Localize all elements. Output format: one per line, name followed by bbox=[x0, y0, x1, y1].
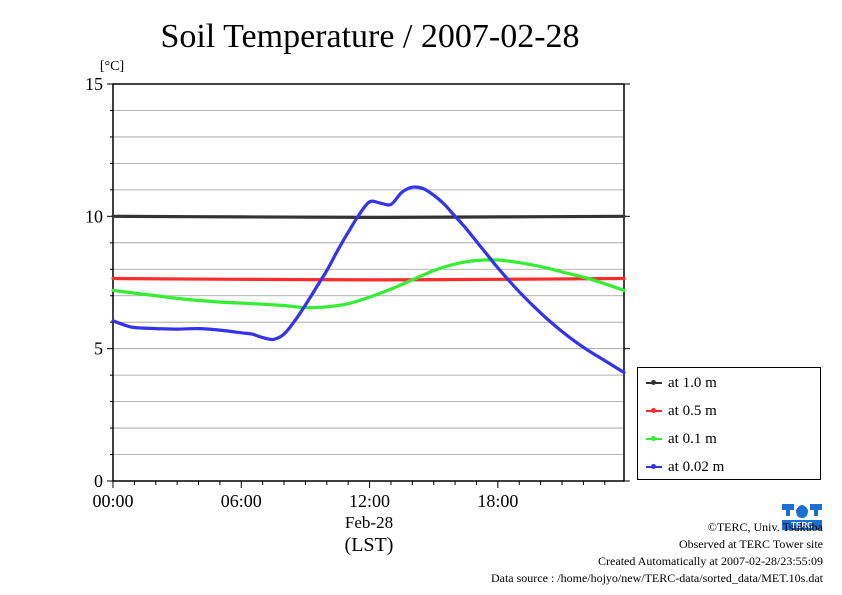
data-source-text: Data source : /home/hojyo/new/TERC-data/… bbox=[490, 571, 823, 585]
grid-lines bbox=[113, 110, 624, 455]
observed-site-text: Observed at TERC Tower site bbox=[678, 537, 823, 551]
series-line bbox=[111, 214, 626, 219]
legend-swatch-05m bbox=[646, 408, 662, 413]
series-lines bbox=[111, 185, 626, 375]
legend-item: at 0.1 m bbox=[646, 429, 717, 449]
created-timestamp-text: Created Automatically at 2007-02-28/23:5… bbox=[598, 554, 823, 568]
x-axis-date-label: Feb-28 bbox=[345, 513, 393, 532]
y-tick-label: 10 bbox=[85, 206, 103, 226]
legend-swatch-002m bbox=[646, 464, 662, 469]
chart-legend: at 1.0 m at 0.5 m at 0.1 m at 0.02 m bbox=[637, 367, 821, 480]
x-axis-title: (LST) bbox=[345, 534, 394, 556]
legend-label-01m: at 0.1 m bbox=[668, 430, 717, 447]
plot-frame bbox=[112, 83, 625, 482]
chart-credits: ©TERC, Univ. Tsukuba Observed at TERC To… bbox=[491, 519, 823, 587]
x-tick-label: 12:00 bbox=[349, 491, 390, 511]
terc-logo: TERC bbox=[780, 502, 824, 536]
series-line bbox=[111, 276, 626, 282]
copyright-text: ©TERC, Univ. Tsukuba bbox=[707, 520, 823, 534]
chart-title: Soil Temperature / 2007-02-28 bbox=[160, 18, 579, 55]
y-tick-label: 0 bbox=[94, 471, 103, 491]
legend-item: at 0.02 m bbox=[646, 457, 724, 477]
series-line bbox=[111, 258, 626, 310]
legend-label-1m: at 1.0 m bbox=[668, 374, 717, 391]
legend-swatch-1m bbox=[646, 380, 662, 385]
legend-swatch-01m bbox=[646, 436, 662, 441]
x-tick-label: 18:00 bbox=[477, 491, 518, 511]
logo-text: TERC bbox=[791, 521, 813, 530]
legend-label-002m: at 0.02 m bbox=[668, 458, 725, 475]
legend-item: at 1.0 m bbox=[646, 373, 717, 393]
x-tick-label: 00:00 bbox=[92, 491, 133, 511]
legend-label-05m: at 0.5 m bbox=[668, 402, 717, 419]
axis-ticks: 0 5 10 15 00:00 06:00 12:00 18:00 bbox=[85, 74, 630, 511]
x-tick-label: 06:00 bbox=[221, 491, 262, 511]
series-line bbox=[111, 185, 626, 375]
y-tick-label: 5 bbox=[94, 339, 103, 359]
y-axis-unit-label: [°C] bbox=[100, 59, 124, 74]
y-tick-label: 15 bbox=[85, 74, 103, 94]
legend-item: at 0.5 m bbox=[646, 401, 717, 421]
